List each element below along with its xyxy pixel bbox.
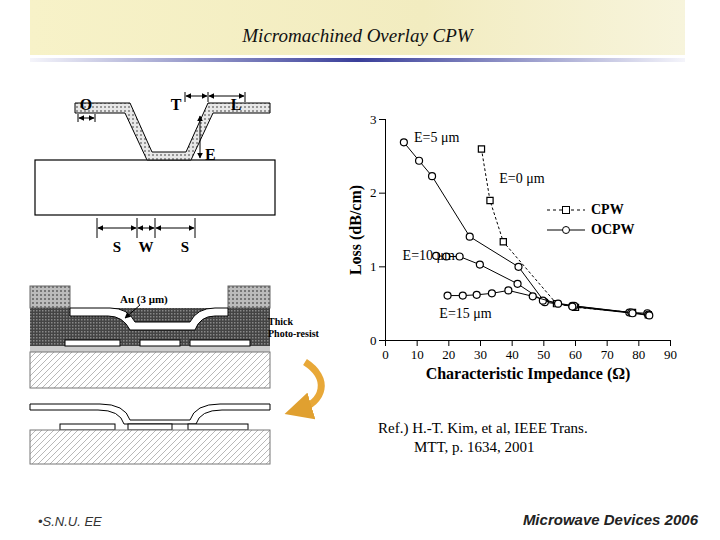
svg-text:E=0 μm: E=0 μm bbox=[499, 171, 544, 186]
svg-text:10: 10 bbox=[411, 347, 424, 362]
svg-text:Thick: Thick bbox=[268, 316, 293, 327]
svg-text:O: O bbox=[80, 96, 92, 113]
svg-text:W: W bbox=[139, 239, 154, 255]
svg-text:90: 90 bbox=[664, 347, 677, 362]
svg-text:Au (3 μm): Au (3 μm) bbox=[120, 293, 168, 306]
svg-text:T: T bbox=[171, 96, 182, 113]
svg-text:60: 60 bbox=[569, 347, 582, 362]
svg-text:0: 0 bbox=[370, 333, 377, 348]
svg-text:50: 50 bbox=[537, 347, 550, 362]
svg-text:30: 30 bbox=[474, 347, 487, 362]
svg-text:80: 80 bbox=[632, 347, 645, 362]
svg-text:3: 3 bbox=[370, 112, 377, 127]
svg-text:2: 2 bbox=[370, 185, 377, 200]
svg-text:0: 0 bbox=[382, 347, 389, 362]
svg-text:Characteristic Impedance (Ω): Characteristic Impedance (Ω) bbox=[426, 365, 631, 383]
svg-text:Loss (dB/cm): Loss (dB/cm) bbox=[347, 185, 365, 275]
svg-text:E=5 μm: E=5 μm bbox=[414, 130, 459, 145]
svg-text:E: E bbox=[205, 146, 216, 163]
svg-text:70: 70 bbox=[601, 347, 614, 362]
svg-text:20: 20 bbox=[442, 347, 455, 362]
html-text:Microwave Devices 2006: Microwave Devices 2006 bbox=[522, 511, 698, 528]
svg-text:E=10 μm: E=10 μm bbox=[403, 248, 455, 263]
svg-text:1: 1 bbox=[370, 259, 377, 274]
svg-text:S: S bbox=[181, 239, 189, 255]
svg-text:E=15 μm: E=15 μm bbox=[439, 306, 491, 321]
svg-text:Photo-resist: Photo-resist bbox=[268, 328, 320, 339]
svg-text:S: S bbox=[113, 239, 121, 255]
html-text:•S.N.U. EE: •S.N.U. EE bbox=[38, 514, 102, 529]
svg-text:L: L bbox=[231, 96, 242, 113]
svg-text:40: 40 bbox=[506, 347, 519, 362]
html-text:OCPW: OCPW bbox=[591, 222, 635, 237]
html-text:Micromachined Overlay CPW: Micromachined Overlay CPW bbox=[242, 25, 473, 46]
html-text:Ref.) H.-T. Kim, et al, IEEE T: Ref.) H.-T. Kim, et al, IEEE Trans. bbox=[378, 420, 588, 436]
html-text:CPW: CPW bbox=[591, 202, 624, 217]
html-text:MTT, p. 1634, 2001: MTT, p. 1634, 2001 bbox=[414, 439, 535, 455]
